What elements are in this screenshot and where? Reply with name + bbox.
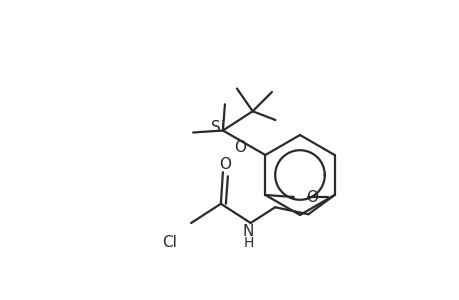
Text: O: O bbox=[234, 140, 246, 155]
Text: N: N bbox=[242, 224, 254, 239]
Text: H: H bbox=[243, 236, 253, 250]
Text: Cl: Cl bbox=[162, 235, 177, 250]
Text: O: O bbox=[218, 157, 230, 172]
Text: O: O bbox=[305, 190, 317, 205]
Text: Si: Si bbox=[211, 120, 224, 135]
